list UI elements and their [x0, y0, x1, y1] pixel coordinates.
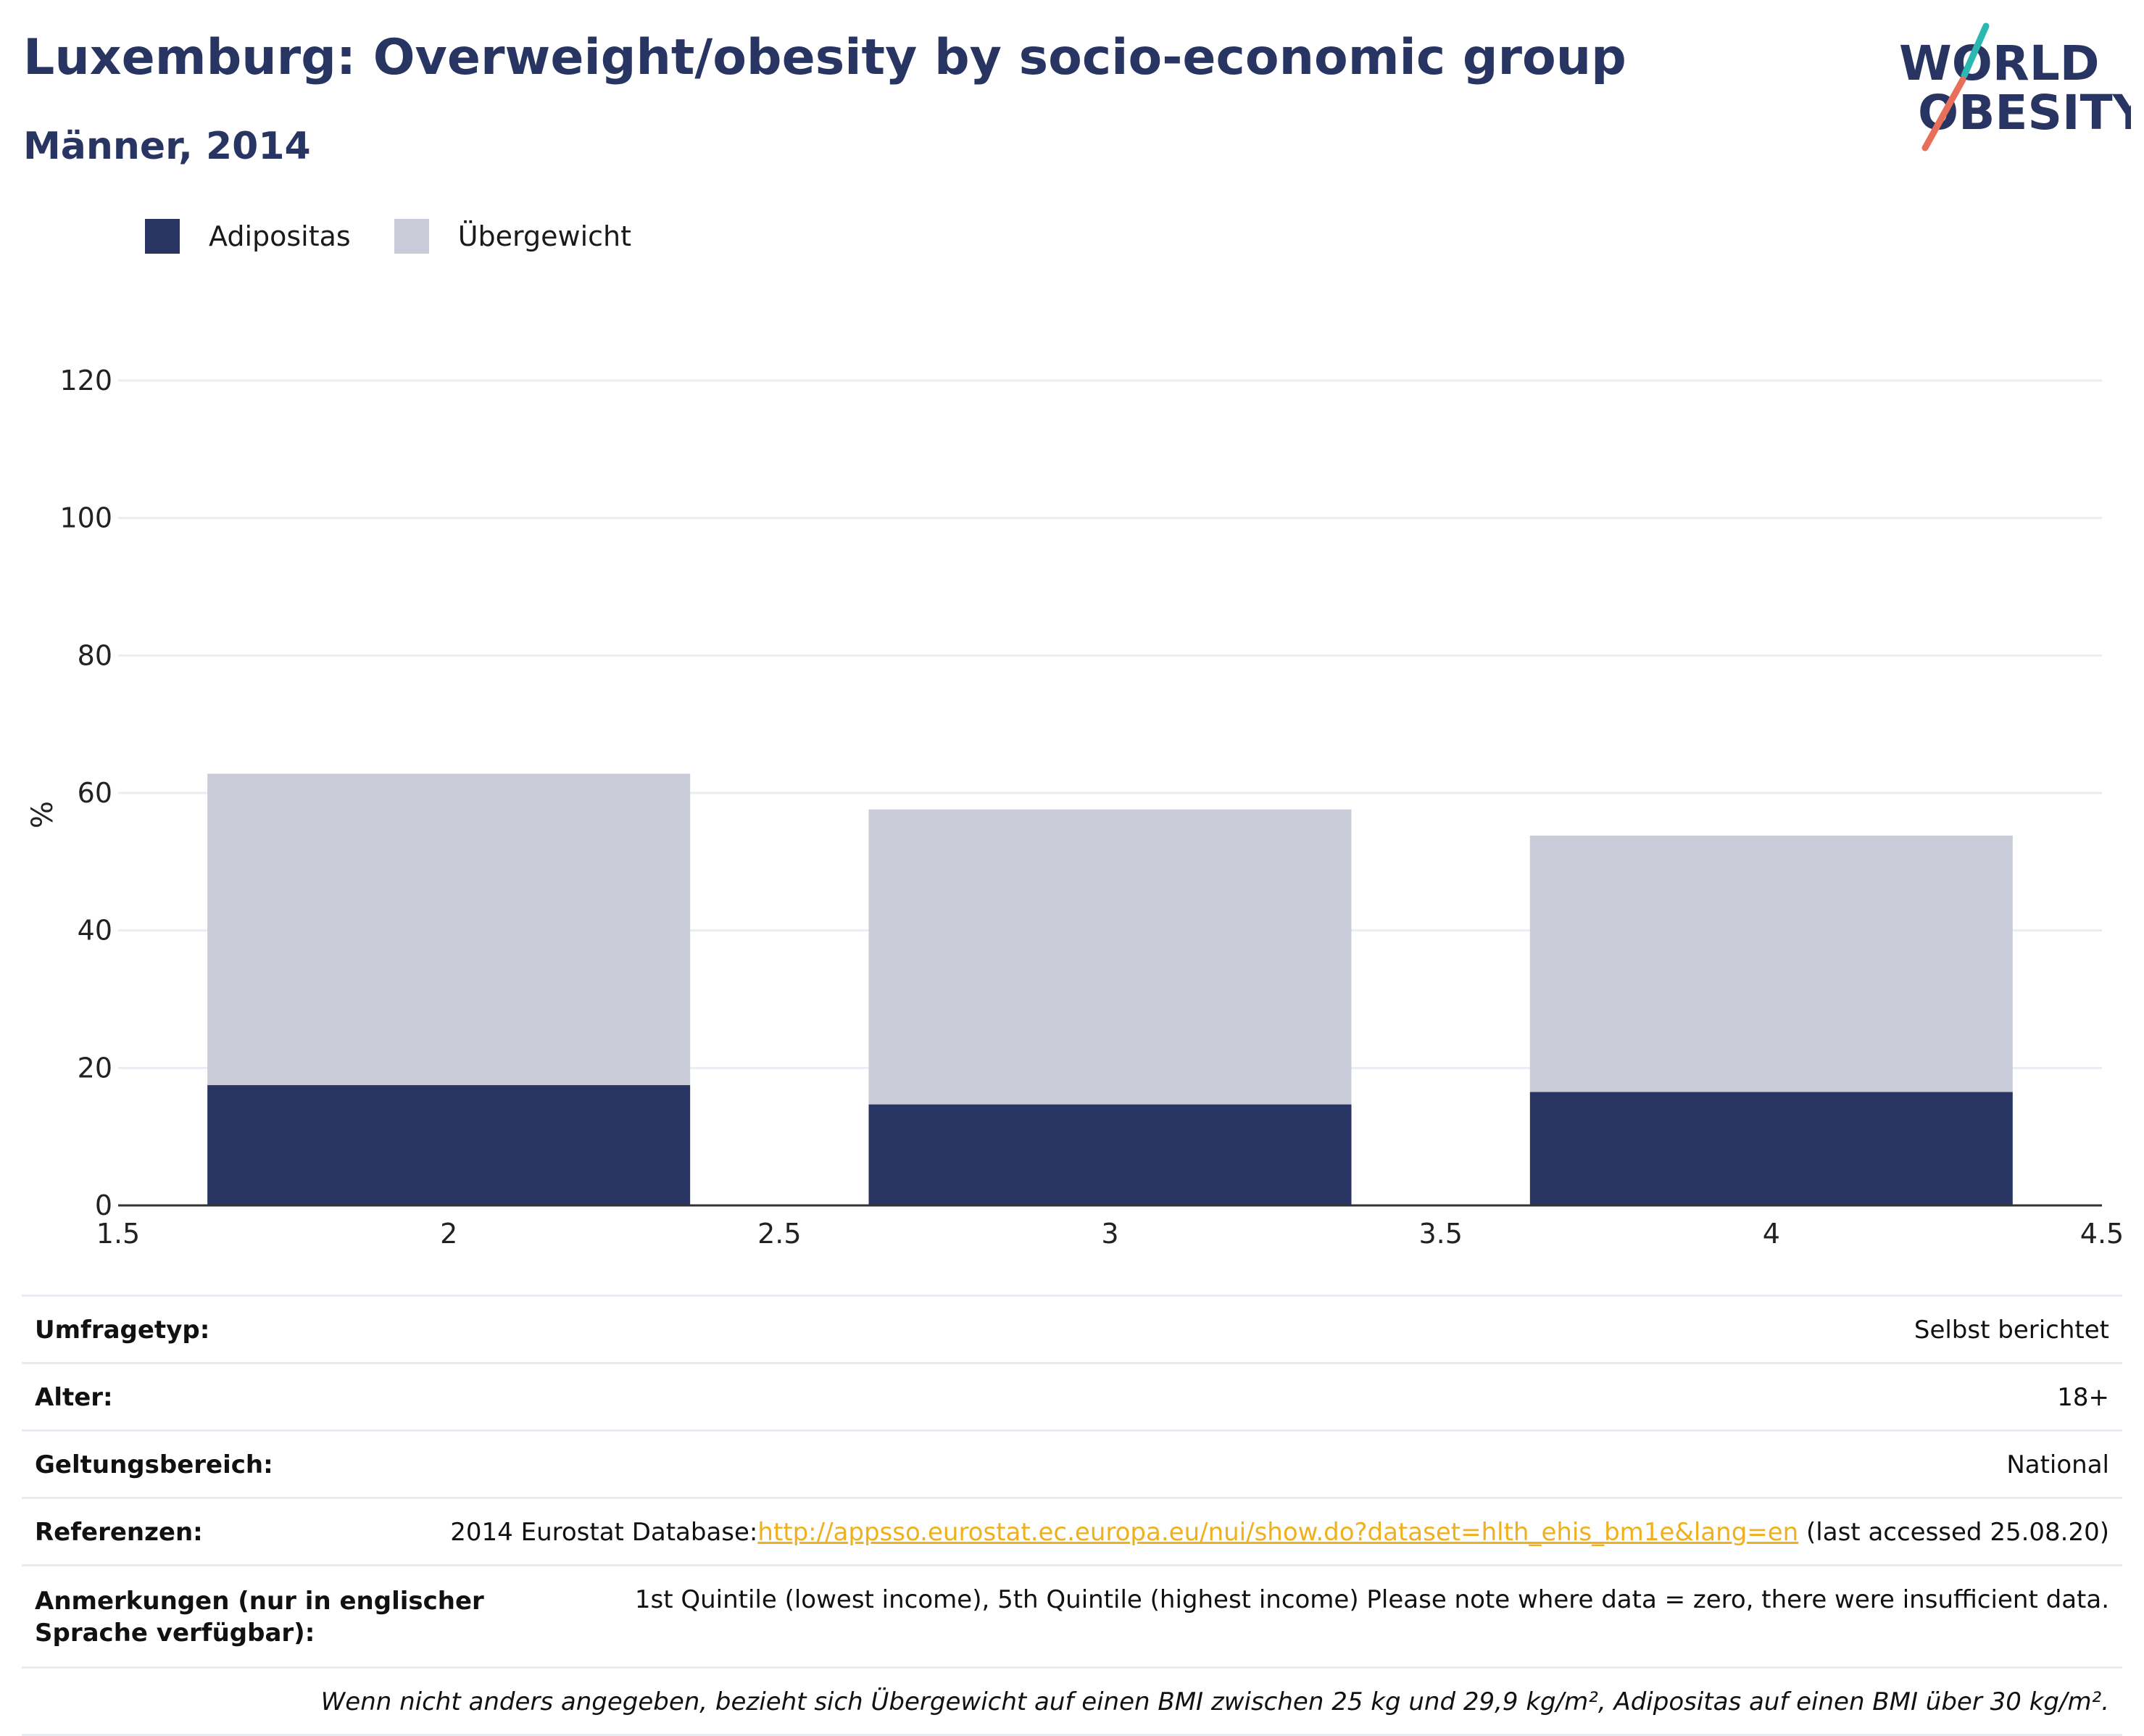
legend-swatch-uebergewicht: [394, 219, 429, 254]
page-subtitle: Männer, 2014: [23, 125, 311, 168]
logo-line2: OBESITY: [1918, 85, 2131, 141]
info-row-footnote: Wenn nicht anders angegeben, bezieht sic…: [22, 1666, 2122, 1736]
x-tick-label: 1.5: [96, 1218, 140, 1247]
world-obesity-logo: WORLD OBESITY: [1899, 22, 2131, 151]
logo-slash-teal: [1961, 22, 1990, 79]
y-tick-label: 100: [59, 502, 112, 534]
info-row-coverage: Geltungsbereich: National: [22, 1429, 2122, 1497]
info-table: Umfragetyp: Selbst berichtet Alter: 18+ …: [22, 1295, 2122, 1736]
info-row-notes: Anmerkungen (nur in englischer Sprache v…: [22, 1564, 2122, 1666]
info-row-survey-type: Umfragetyp: Selbst berichtet: [22, 1295, 2122, 1362]
y-tick-label: 60: [78, 777, 112, 809]
x-tick-label: 3.5: [1418, 1218, 1462, 1247]
y-tick-label: 0: [95, 1189, 112, 1221]
legend-label-uebergewicht: Übergewicht: [457, 220, 631, 252]
coverage-label: Geltungsbereich:: [35, 1450, 273, 1479]
legend-item-uebergewicht[interactable]: Übergewicht: [394, 219, 631, 254]
bar-uebergewicht: [868, 809, 1352, 1105]
legend-item-adipositas[interactable]: Adipositas: [145, 219, 351, 254]
x-tick-label: 4.5: [2080, 1218, 2124, 1247]
logo-slash-coral: [1921, 76, 1966, 151]
survey-type-value: Selbst berichtet: [1914, 1316, 2109, 1345]
y-tick-label: 20: [78, 1052, 112, 1084]
y-tick-label: 40: [78, 915, 112, 947]
references-label: Referenzen:: [35, 1518, 203, 1547]
x-tick-label: 3: [1101, 1218, 1118, 1247]
info-row-references: Referenzen: 2014 Eurostat Database:http:…: [22, 1497, 2122, 1564]
logo-line1: WORLD: [1899, 36, 2100, 91]
y-axis-label: %: [26, 801, 59, 828]
bar-adipositas: [1529, 1092, 2013, 1205]
survey-type-label: Umfragetyp:: [35, 1316, 210, 1345]
x-tick-label: 2.5: [757, 1218, 801, 1247]
notes-label: Anmerkungen (nur in englischer Sprache v…: [35, 1587, 484, 1648]
y-tick-label: 120: [59, 365, 112, 396]
x-tick-label: 4: [1763, 1218, 1780, 1247]
bar-chart: 0 20 40 60 80 100 120 1.5 2 2.5 3 3.5 4 4.5%: [26, 365, 2124, 1247]
footnote-text: Wenn nicht anders angegeben, bezieht sic…: [320, 1687, 2109, 1716]
bar-adipositas: [207, 1085, 691, 1205]
references-value: 2014 Eurostat Database:http://appsso.eur…: [450, 1518, 2109, 1547]
bar-uebergewicht: [207, 773, 691, 1086]
legend-label-adipositas: Adipositas: [209, 220, 351, 252]
age-value: 18+: [2057, 1383, 2109, 1412]
notes-value: 1st Quintile (lowest income), 5th Quinti…: [634, 1585, 2109, 1614]
info-row-age: Alter: 18+: [22, 1362, 2122, 1429]
age-label: Alter:: [35, 1383, 113, 1412]
chart-legend: Adipositas Übergewicht: [145, 216, 675, 257]
references-suffix: (last accessed 25.08.20): [1798, 1518, 2109, 1547]
x-tick-label: 2: [440, 1218, 457, 1247]
page-title: Luxemburg: Overweight/obesity by socio-e…: [23, 29, 1626, 86]
references-link[interactable]: http://appsso.eurostat.ec.europa.eu/nui/…: [757, 1518, 1799, 1547]
legend-swatch-adipositas: [145, 219, 180, 254]
references-prefix: 2014 Eurostat Database:: [450, 1518, 758, 1547]
bar-uebergewicht: [1529, 835, 2013, 1092]
coverage-value: National: [2006, 1450, 2109, 1479]
bar-adipositas: [868, 1104, 1352, 1205]
y-tick-label: 80: [78, 639, 112, 671]
